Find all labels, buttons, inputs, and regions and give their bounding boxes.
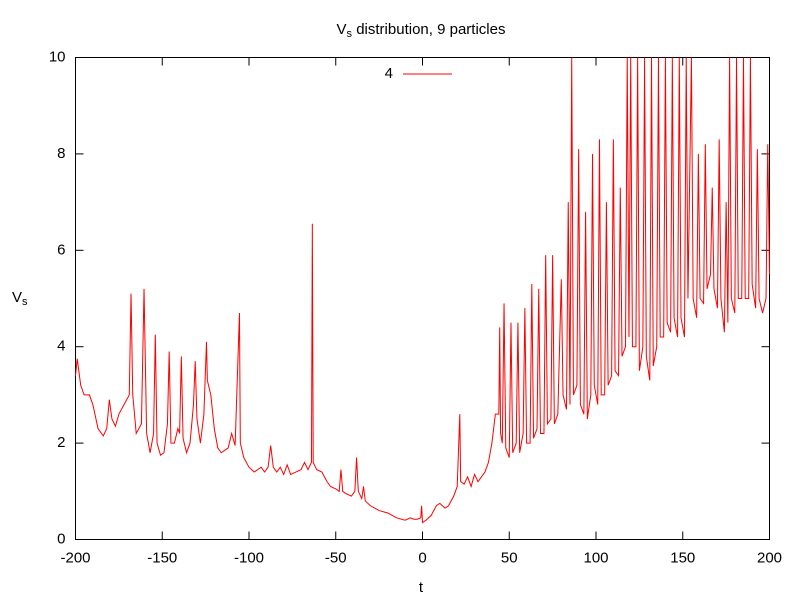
x-tick-label: -200 [60,549,90,566]
y-tick-label: 4 [57,338,65,355]
x-tick-label: 0 [418,549,426,566]
y-tick-label: 6 [57,241,65,258]
x-tick-label: 200 [757,549,782,566]
series-line [75,57,770,524]
legend-label: 4 [385,65,393,82]
y-tick-label: 0 [57,530,65,547]
x-tick-label: -100 [234,549,264,566]
y-tick-label: 8 [57,145,65,162]
x-tick-label: 150 [670,549,695,566]
x-tick-label: 50 [501,549,518,566]
y-tick-label: 10 [49,48,66,65]
x-tick-label: -50 [325,549,347,566]
chart-title: Vs distribution, 9 particles [337,21,506,40]
y-axis-label: Vs [12,289,28,308]
y-tick-label: 2 [57,434,65,451]
x-axis-label: t [419,579,424,596]
x-tick-label: -150 [147,549,177,566]
x-tick-label: 100 [583,549,608,566]
